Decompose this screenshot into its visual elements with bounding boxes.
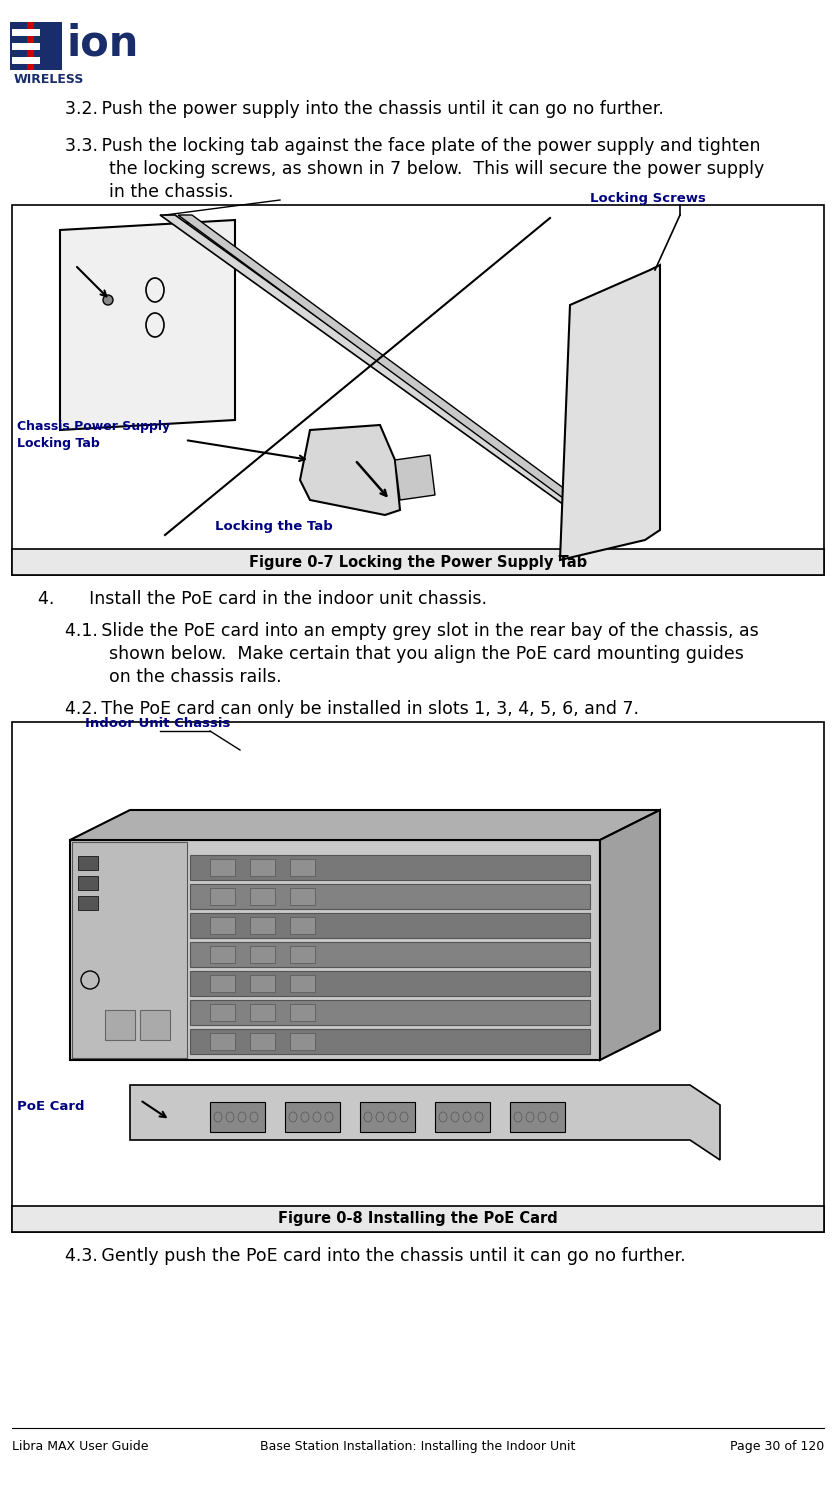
Bar — [285, 1102, 340, 1132]
Text: Indoor Unit Chassis: Indoor Unit Chassis — [85, 717, 231, 730]
Text: Figure 0-8 Installing the PoE Card: Figure 0-8 Installing the PoE Card — [278, 1212, 558, 1227]
Bar — [250, 946, 275, 963]
Bar — [250, 859, 275, 876]
Bar — [250, 916, 275, 934]
Bar — [12, 549, 824, 574]
Bar — [105, 1010, 135, 1040]
Text: in the chassis.: in the chassis. — [65, 183, 233, 201]
Text: Chassis Power Supply: Chassis Power Supply — [17, 420, 170, 434]
Text: Libra MAX User Guide: Libra MAX User Guide — [12, 1440, 149, 1454]
Bar — [250, 975, 275, 992]
Bar — [250, 1034, 275, 1050]
Bar — [210, 859, 235, 876]
Bar — [210, 1004, 235, 1022]
Text: 4.3. Gently push the PoE card into the chassis until it can go no further.: 4.3. Gently push the PoE card into the c… — [65, 1246, 686, 1264]
Bar — [290, 1004, 315, 1022]
Bar — [210, 975, 235, 992]
Bar — [12, 1206, 824, 1231]
Bar — [12, 206, 824, 574]
Text: on the chassis rails.: on the chassis rails. — [65, 668, 282, 686]
Text: 4.1. Slide the PoE card into an empty grey slot in the rear bay of the chassis, : 4.1. Slide the PoE card into an empty gr… — [65, 622, 759, 640]
Text: Base Station Installation: Installing the Indoor Unit: Base Station Installation: Installing th… — [260, 1440, 576, 1454]
Polygon shape — [70, 810, 660, 840]
Bar — [510, 1102, 565, 1132]
Bar — [360, 1102, 415, 1132]
Polygon shape — [560, 266, 660, 560]
Bar — [210, 888, 235, 904]
Bar — [190, 855, 590, 880]
Bar — [78, 896, 98, 910]
Bar — [190, 970, 590, 996]
Bar — [190, 1000, 590, 1024]
Text: Locking Tab: Locking Tab — [17, 436, 99, 450]
Polygon shape — [178, 214, 607, 520]
Text: Page 30 of 120: Page 30 of 120 — [730, 1440, 824, 1454]
Polygon shape — [60, 220, 235, 430]
Bar — [435, 1102, 490, 1132]
Bar — [10, 22, 62, 70]
Bar — [250, 1004, 275, 1022]
Bar — [290, 916, 315, 934]
Text: 3.2. Push the power supply into the chassis until it can go no further.: 3.2. Push the power supply into the chas… — [65, 100, 664, 118]
Polygon shape — [600, 810, 660, 1060]
Text: ion: ion — [67, 22, 140, 64]
Polygon shape — [160, 214, 600, 520]
Bar — [290, 859, 315, 876]
Bar — [290, 888, 315, 904]
Text: the locking screws, as shown in 7 below.  This will secure the power supply: the locking screws, as shown in 7 below.… — [65, 160, 764, 178]
Text: Figure 0-7 Locking the Power Supply Tab: Figure 0-7 Locking the Power Supply Tab — [249, 555, 587, 570]
Polygon shape — [300, 424, 400, 514]
Bar — [12, 722, 824, 1232]
Bar — [12, 44, 40, 50]
Text: shown below.  Make certain that you align the PoE card mounting guides: shown below. Make certain that you align… — [65, 645, 744, 663]
Text: 3.3. Push the locking tab against the face plate of the power supply and tighten: 3.3. Push the locking tab against the fa… — [65, 136, 761, 154]
Bar — [290, 975, 315, 992]
Bar — [190, 914, 590, 938]
Polygon shape — [70, 840, 600, 1060]
Text: WIRELESS: WIRELESS — [14, 74, 84, 86]
Bar — [12, 28, 40, 36]
Bar — [210, 1034, 235, 1050]
Text: 4.2. The PoE card can only be installed in slots 1, 3, 4, 5, 6, and 7.: 4.2. The PoE card can only be installed … — [65, 700, 639, 718]
Text: Locking the Tab: Locking the Tab — [215, 520, 333, 532]
Bar — [190, 884, 590, 909]
Polygon shape — [395, 454, 435, 500]
Bar — [210, 916, 235, 934]
Bar — [72, 842, 187, 1058]
Bar — [12, 57, 40, 64]
Text: 4.  Install the PoE card in the indoor unit chassis.: 4. Install the PoE card in the indoor un… — [38, 590, 487, 608]
Polygon shape — [130, 1084, 720, 1160]
Bar — [250, 888, 275, 904]
Bar — [210, 1102, 265, 1132]
Ellipse shape — [103, 296, 113, 304]
Text: Locking Screws: Locking Screws — [590, 192, 706, 206]
Bar — [190, 1029, 590, 1054]
Bar — [290, 946, 315, 963]
Text: PoE Card: PoE Card — [17, 1100, 84, 1113]
Bar — [210, 946, 235, 963]
Bar — [290, 1034, 315, 1050]
Bar — [27, 22, 34, 70]
Bar — [190, 942, 590, 968]
Bar — [78, 856, 98, 870]
Bar — [140, 1010, 170, 1040]
Bar — [78, 876, 98, 890]
